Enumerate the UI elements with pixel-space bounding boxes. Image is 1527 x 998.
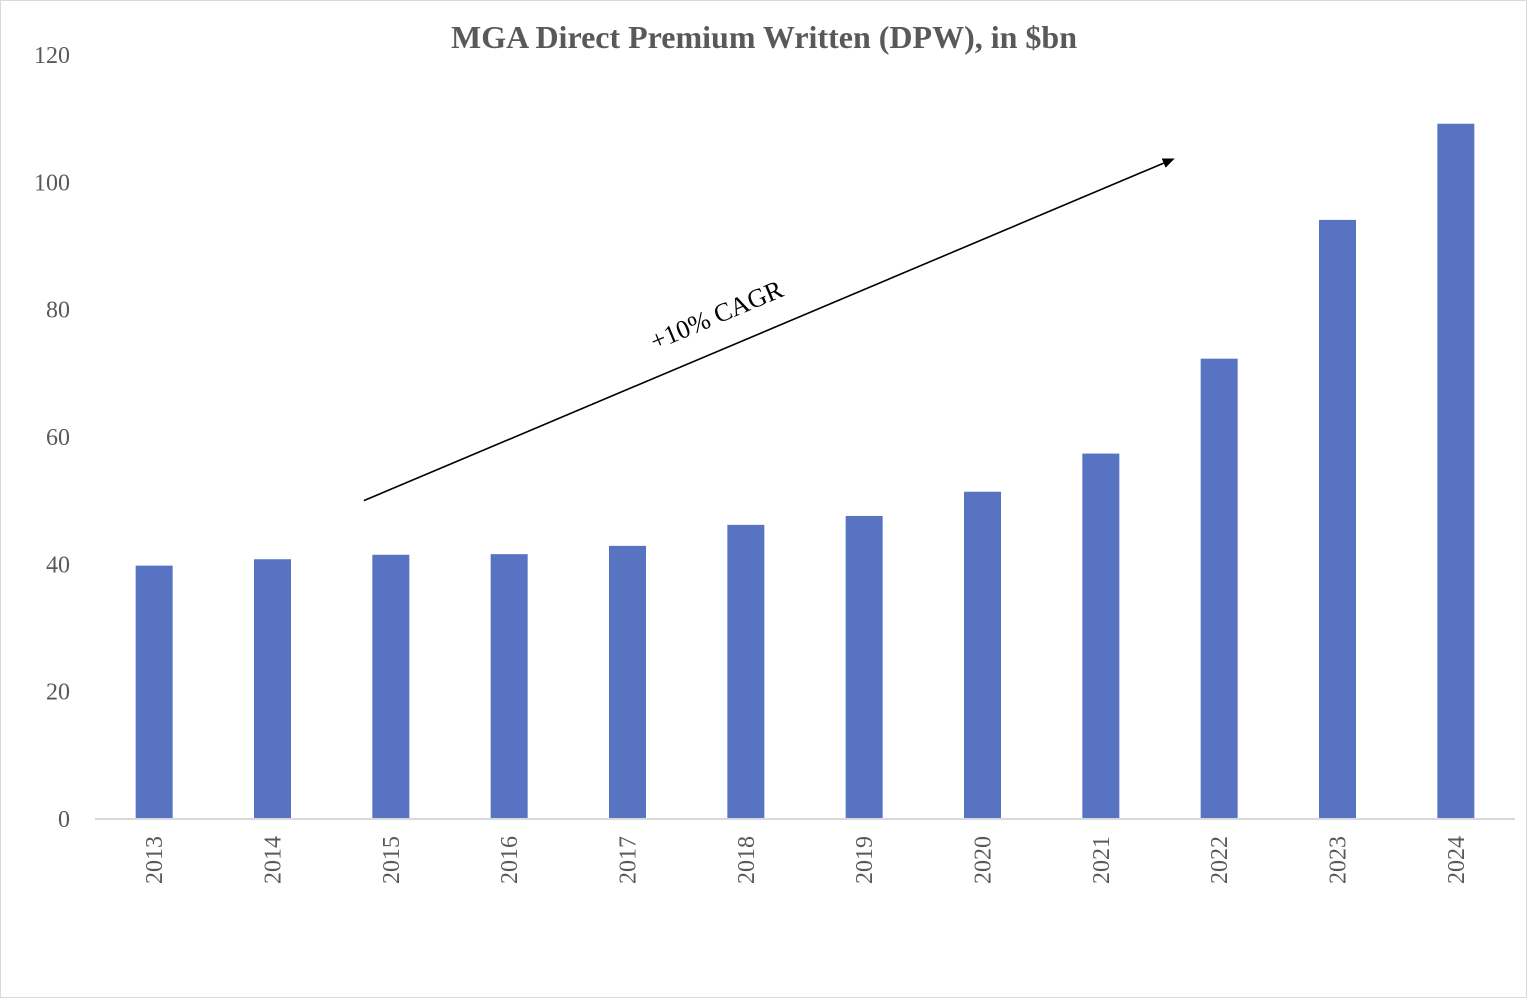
x-tick-label: 2024 [1444, 836, 1470, 884]
x-tick-label: 2015 [379, 836, 405, 884]
cagr-annotation: +10% CAGR [646, 274, 788, 356]
bar-2013 [135, 565, 173, 819]
cagr-arrow [363, 158, 1175, 502]
x-tick-label: 2013 [142, 836, 168, 884]
bar-2014 [254, 559, 291, 819]
y-tick-label: 20 [46, 680, 70, 706]
y-tick-label: 80 [46, 298, 70, 324]
bar-2017 [609, 545, 646, 819]
y-tick-label: 40 [46, 552, 70, 578]
bar-2015 [372, 554, 410, 819]
y-tick-label: 60 [46, 425, 70, 451]
x-tick-label: 2019 [852, 836, 878, 884]
bar-2016 [490, 554, 528, 819]
bar-2018 [727, 524, 765, 819]
x-axis-ticks: 2013 2014 2015 2016 2017 2018 2019 2020 2021 2022… [142, 836, 1470, 884]
x-tick-label: 2023 [1326, 836, 1352, 884]
x-tick-label: 2014 [261, 836, 287, 884]
y-tick-label: 100 [34, 170, 70, 196]
bar-2022 [1200, 358, 1238, 819]
x-tick-label: 2017 [616, 836, 642, 884]
x-tick-label: 2016 [497, 836, 523, 884]
y-tick-label: 0 [58, 807, 70, 833]
chart-title: MGA Direct Premium Written (DPW), in $bn [451, 19, 1077, 55]
bars-group [135, 123, 1475, 819]
x-tick-label: 2018 [734, 836, 760, 884]
x-tick-label: 2020 [971, 836, 997, 884]
y-axis-ticks: 0 20 40 60 80 100 120 [34, 43, 70, 833]
y-tick-label: 120 [34, 43, 70, 69]
bar-2020 [964, 491, 1001, 819]
bar-2023 [1319, 219, 1356, 819]
x-tick-label: 2022 [1207, 836, 1233, 884]
bar-2019 [845, 515, 883, 819]
bar-2021 [1082, 453, 1120, 819]
bar-2024 [1437, 123, 1475, 819]
x-tick-label: 2021 [1089, 836, 1115, 884]
